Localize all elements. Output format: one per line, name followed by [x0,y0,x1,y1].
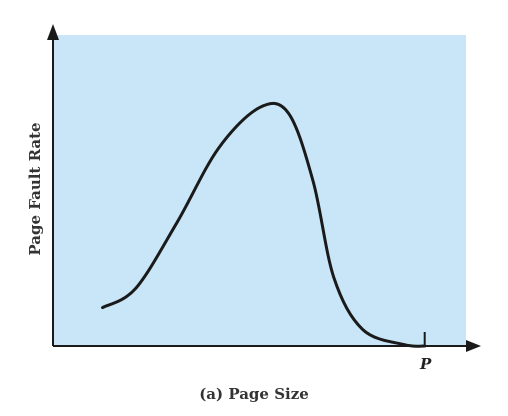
x-axis-title: (a) Page Size [199,385,309,403]
plot-area-background [53,35,466,346]
x-axis-arrowhead [466,340,481,352]
data-line [101,102,427,348]
y-axis-arrowhead [47,24,59,40]
y-axis-title: Page Fault Rate [26,122,44,255]
x-tick-label-p: P [419,355,432,373]
